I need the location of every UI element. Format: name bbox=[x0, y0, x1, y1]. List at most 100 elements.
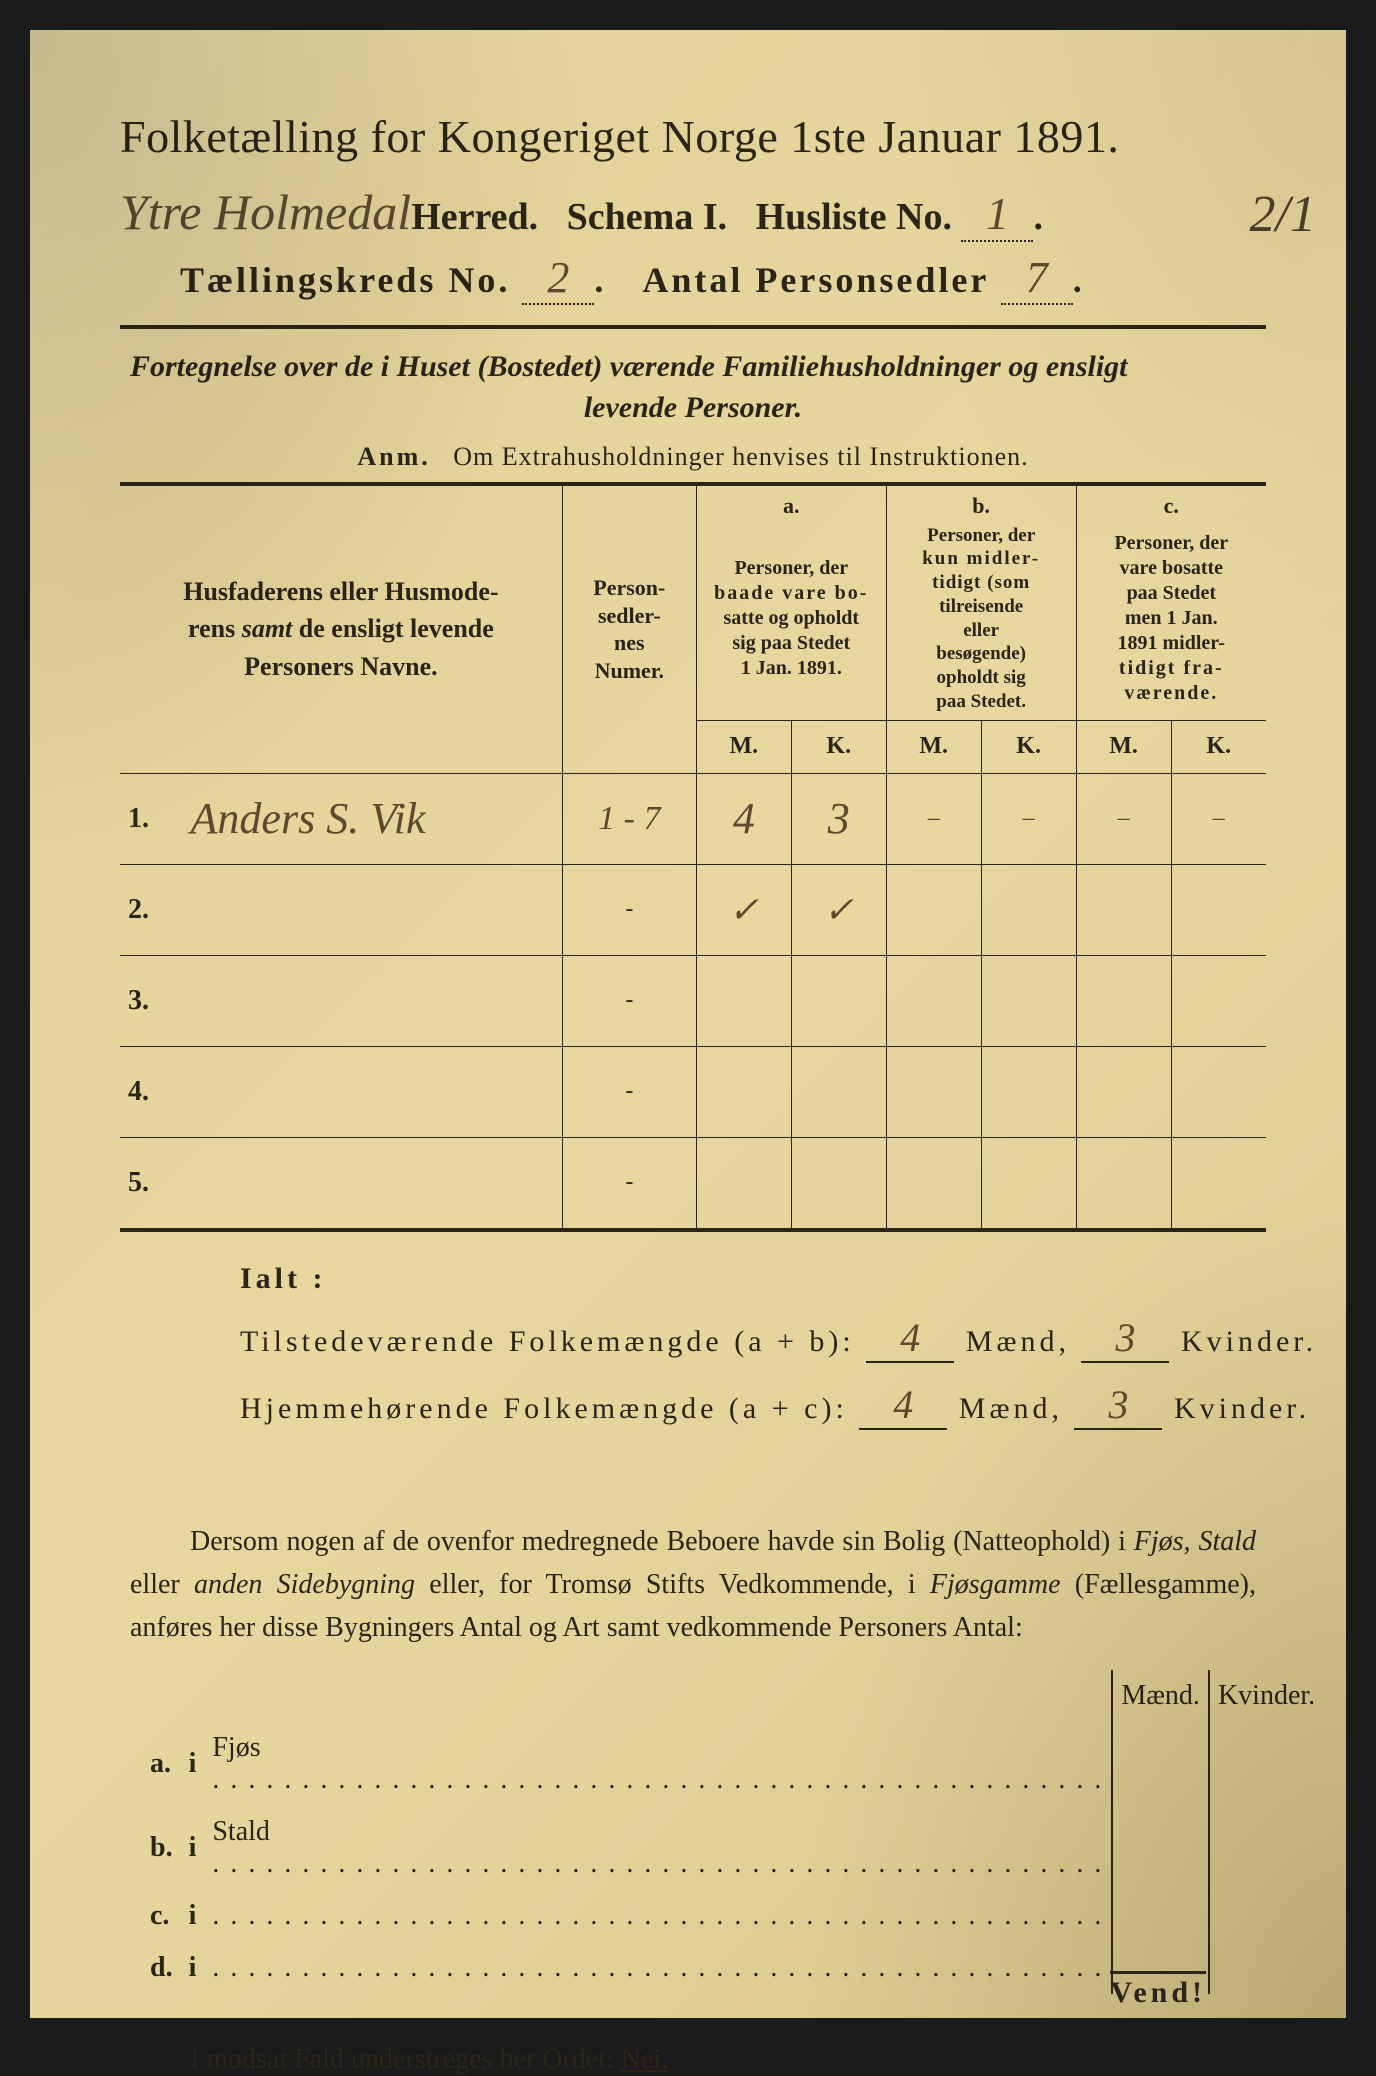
cell bbox=[1076, 1137, 1171, 1228]
cell bbox=[696, 1137, 791, 1228]
sub-cell bbox=[1209, 1942, 1323, 1994]
tilstede-m: 4 bbox=[866, 1314, 954, 1363]
col-c-m: M. bbox=[1076, 720, 1171, 773]
cell bbox=[791, 1137, 886, 1228]
scan-frame: Folketælling for Kongeriget Norge 1ste J… bbox=[0, 0, 1376, 2048]
kreds-label-b: Antal Personsedler bbox=[642, 260, 988, 300]
cell bbox=[981, 1046, 1076, 1137]
household-table: Husfaderens eller Husmode- rens samt de … bbox=[120, 486, 1266, 1228]
cell bbox=[696, 955, 791, 1046]
cell bbox=[981, 955, 1076, 1046]
sub-row-label bbox=[204, 1942, 1112, 1994]
table-row: 5. - bbox=[120, 1137, 1266, 1228]
husliste-label: Husliste No. bbox=[756, 196, 952, 238]
nei-word: Nei. bbox=[621, 2044, 668, 2075]
margin-annotation: 2/1 bbox=[1250, 185, 1316, 244]
row-name bbox=[183, 864, 563, 955]
vend-label: Vend! bbox=[1110, 1971, 1206, 2010]
row-personsedler: 1 - 7 bbox=[562, 773, 696, 864]
schema-label: Schema I. bbox=[567, 196, 727, 238]
cell bbox=[1171, 1137, 1266, 1228]
fortegnelse-heading: Fortegnelse over de i Huset (Bostedet) v… bbox=[130, 347, 1256, 428]
col-c-header: Personer, dervare bosattepaa Stedetmen 1… bbox=[1076, 522, 1266, 721]
cell bbox=[886, 1046, 981, 1137]
sub-cell bbox=[1112, 1722, 1209, 1806]
row-name bbox=[183, 955, 563, 1046]
sub-row-label bbox=[204, 1890, 1112, 1942]
sub-row: b. i Stald bbox=[120, 1806, 1323, 1890]
page-title: Folketælling for Kongeriget Norge 1ste J… bbox=[120, 110, 1266, 163]
cell bbox=[1171, 1046, 1266, 1137]
hjemme-k: 3 bbox=[1074, 1381, 1162, 1430]
sub-buildings-table: Mænd. Kvinder. a. i Fjøs b. i Stald c. i bbox=[120, 1670, 1323, 1994]
cell bbox=[1076, 864, 1171, 955]
sub-cell bbox=[1209, 1806, 1323, 1890]
cell: – bbox=[1171, 773, 1266, 864]
fortegnelse-b: levende Personer. bbox=[584, 391, 802, 424]
row-num: 5. bbox=[120, 1137, 183, 1228]
cell bbox=[886, 1137, 981, 1228]
cell: 4 bbox=[696, 773, 791, 864]
cell bbox=[1171, 864, 1266, 955]
rule bbox=[120, 1228, 1266, 1232]
table-row: 2. - ✓ ✓ bbox=[120, 864, 1266, 955]
col-c-top: c. bbox=[1076, 486, 1266, 522]
row-name bbox=[183, 1137, 563, 1228]
cell: – bbox=[1076, 773, 1171, 864]
cell: ✓ bbox=[791, 864, 886, 955]
sub-row: a. i Fjøs bbox=[120, 1722, 1323, 1806]
kreds-no: 2 bbox=[522, 252, 594, 305]
row-num: 3. bbox=[120, 955, 183, 1046]
hjemme-m: 4 bbox=[859, 1381, 947, 1430]
cell bbox=[886, 864, 981, 955]
table-row: 3. - bbox=[120, 955, 1266, 1046]
sub-row-i: i bbox=[181, 1806, 205, 1890]
herred-line: Ytre HolmedalHerred. Schema I. Husliste … bbox=[120, 183, 1266, 242]
col-b-header: Personer, derkun midler-tidigt (somtilre… bbox=[886, 522, 1076, 721]
totals-block: Ialt : Tilstedeværende Folkemængde (a + … bbox=[240, 1262, 1266, 1430]
cell bbox=[791, 1046, 886, 1137]
cell: – bbox=[981, 773, 1076, 864]
personsedler-no: 7 bbox=[1001, 252, 1073, 305]
tilstede-k: 3 bbox=[1081, 1314, 1169, 1363]
fortegnelse-a: Fortegnelse over de i Huset (Bostedet) v… bbox=[130, 350, 1128, 383]
col-a-top: a. bbox=[696, 486, 886, 522]
sub-maend-header: Mænd. bbox=[1112, 1670, 1209, 1722]
row-name bbox=[183, 1046, 563, 1137]
rule bbox=[120, 325, 1266, 329]
table-row: 1. Anders S. Vik 1 - 7 4 3 – – – – bbox=[120, 773, 1266, 864]
col-b-k: K. bbox=[981, 720, 1076, 773]
maend-label: Mænd, bbox=[959, 1392, 1063, 1425]
col-a-m: M. bbox=[696, 720, 791, 773]
hjemme-line: Hjemmehørende Folkemængde (a + c): 4 Mæn… bbox=[240, 1381, 1266, 1430]
col-c-k: K. bbox=[1171, 720, 1266, 773]
sub-row-letter: d. bbox=[120, 1942, 181, 1994]
ialt-label: Ialt : bbox=[240, 1262, 1266, 1296]
herred-label: Herred. bbox=[411, 196, 538, 238]
sub-cell bbox=[1112, 1806, 1209, 1890]
cell: 3 bbox=[791, 773, 886, 864]
cell bbox=[791, 955, 886, 1046]
dersom-paragraph: Dersom nogen af de ovenfor medregnede Be… bbox=[130, 1520, 1256, 1650]
kreds-line: Tællingskreds No. 2. Antal Personsedler … bbox=[180, 252, 1266, 305]
anm-text: Om Extrahusholdninger henvises til Instr… bbox=[453, 442, 1028, 471]
sub-row: c. i bbox=[120, 1890, 1323, 1942]
herred-handwritten: Ytre Holmedal bbox=[120, 184, 411, 240]
tilstede-label: Tilstedeværende Folkemængde (a + b): bbox=[240, 1325, 855, 1358]
cell bbox=[981, 1137, 1076, 1228]
col-num-header: Person-sedler-nesNumer. bbox=[562, 486, 696, 773]
table-row: 4. - bbox=[120, 1046, 1266, 1137]
cell: - bbox=[562, 955, 696, 1046]
document-page: Folketælling for Kongeriget Norge 1ste J… bbox=[30, 30, 1346, 2018]
kvinder-label: Kvinder. bbox=[1174, 1392, 1310, 1425]
cell bbox=[1171, 955, 1266, 1046]
table-body: 1. Anders S. Vik 1 - 7 4 3 – – – – 2. - … bbox=[120, 773, 1266, 1228]
cell: - bbox=[562, 864, 696, 955]
sub-row-letter: b. bbox=[120, 1806, 181, 1890]
husliste-no: 1 bbox=[961, 187, 1033, 242]
row-num: 4. bbox=[120, 1046, 183, 1137]
kvinder-label: Kvinder. bbox=[1181, 1325, 1317, 1358]
sub-cell bbox=[1112, 1890, 1209, 1942]
col-a-k: K. bbox=[791, 720, 886, 773]
sub-cell bbox=[1209, 1890, 1323, 1942]
